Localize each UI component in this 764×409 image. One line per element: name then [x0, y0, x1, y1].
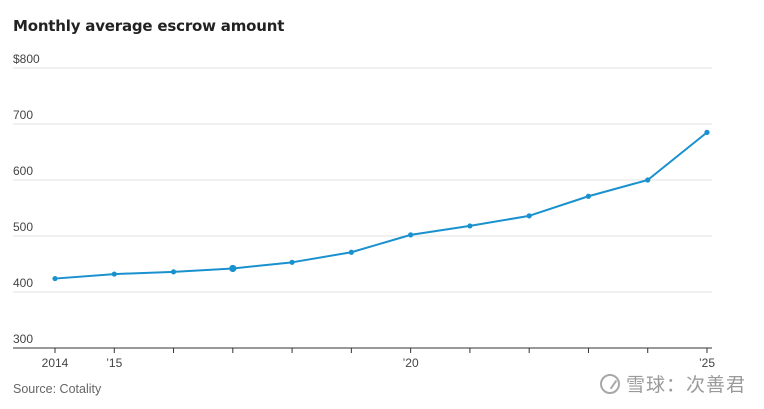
series-line — [54, 131, 708, 280]
snowball-logo-icon — [599, 373, 620, 394]
x-tick-label: ’15 — [106, 356, 122, 370]
data-point — [467, 223, 473, 229]
y-tick-label: $800 — [13, 52, 40, 66]
data-point — [229, 264, 237, 273]
data-point — [408, 232, 414, 238]
y-tick-label: 400 — [13, 276, 33, 290]
y-axis-tick-labels: $800 700 600 500 400 300 — [13, 52, 40, 346]
x-tick-label: ’20 — [403, 356, 419, 370]
data-point — [704, 129, 710, 135]
data-point — [111, 271, 117, 277]
data-point — [170, 269, 177, 275]
y-tick-label: 700 — [13, 108, 33, 122]
chart-title: Monthly average escrow amount — [13, 17, 285, 35]
data-point — [348, 249, 354, 255]
series-lines — [54, 131, 708, 280]
data-point — [645, 177, 651, 183]
data-point — [585, 193, 592, 199]
y-tick-label: 600 — [13, 164, 33, 178]
y-tick-label: 300 — [13, 332, 33, 346]
watermark-text: 雪球：次善君 — [625, 374, 746, 396]
source-note: Source: Cotality — [13, 382, 102, 396]
x-tick-label: ’25 — [699, 356, 715, 370]
x-axis: 2014 ’15 ’20 ’25 — [13, 347, 715, 370]
data-points — [52, 129, 710, 282]
y-tick-label: 500 — [13, 220, 33, 234]
gridlines — [13, 67, 712, 293]
watermark: 雪球：次善君 — [599, 370, 746, 397]
data-point — [289, 259, 295, 265]
data-point — [52, 275, 58, 282]
x-tick-label: 2014 — [42, 356, 69, 370]
data-point — [526, 213, 532, 219]
